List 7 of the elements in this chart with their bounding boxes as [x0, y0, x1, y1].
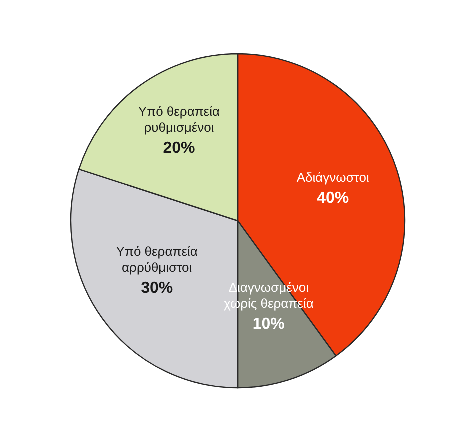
data-label: 30%	[141, 280, 174, 297]
data-label: 10%	[252, 316, 285, 334]
data-label: 40%	[317, 190, 350, 208]
slice-label: Αδιάγνωστοι	[296, 170, 370, 186]
data-label: 20%	[163, 140, 196, 158]
slice-label: Υπό θεραπεία ρυθμισμένοι	[138, 104, 220, 136]
slice-label: Υπό θεραπεία αρρύθμιστοι	[116, 244, 198, 275]
